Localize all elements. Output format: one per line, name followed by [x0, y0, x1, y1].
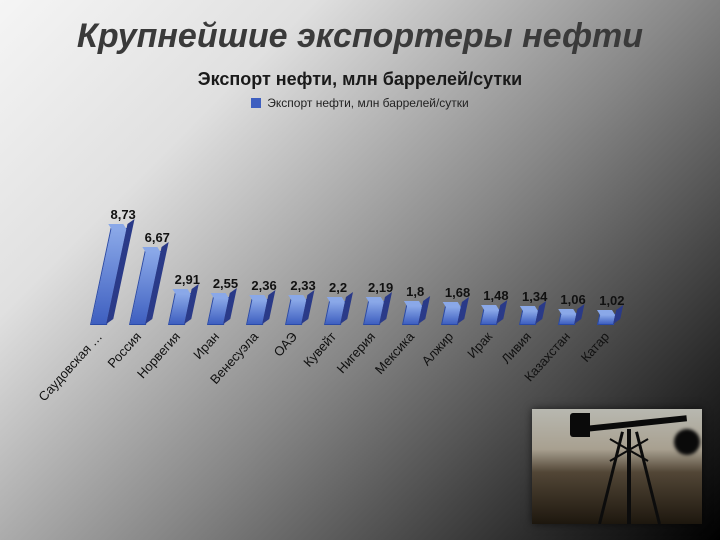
x-category-label: ОАЭ: [271, 329, 301, 360]
bar: 1,68: [441, 306, 462, 325]
bar: 6,67: [129, 251, 162, 325]
bar: 2,55: [207, 297, 230, 325]
bar: 2,2: [324, 301, 346, 325]
x-category-label: Катар: [578, 329, 612, 365]
bar: 1,06: [558, 313, 578, 325]
bar: 2,33: [285, 299, 307, 325]
x-category-label: Мексика: [372, 329, 417, 377]
x-category-label: Ливия: [498, 329, 534, 367]
bar: 1,34: [519, 310, 539, 325]
bar-value-label: 1,02: [599, 293, 649, 308]
bar-value-label: 6,67: [145, 230, 195, 245]
bar-chart: 8,736,672,912,552,362,332,22,191,81,681,…: [90, 205, 680, 385]
bar: 1,02: [597, 314, 616, 325]
bar: 2,91: [168, 293, 192, 325]
x-category-label: Алжир: [419, 329, 457, 368]
x-category-label: Иран: [190, 329, 222, 362]
legend-swatch: [251, 98, 261, 108]
chart-legend: Экспорт нефти, млн баррелей/сутки: [0, 96, 720, 110]
bar: 8,73: [90, 228, 128, 325]
x-category-label: Саудовская …: [35, 329, 105, 404]
chart-title: Экспорт нефти, млн баррелей/сутки: [0, 69, 720, 90]
bar: 1,48: [480, 309, 500, 325]
legend-label: Экспорт нефти, млн баррелей/сутки: [267, 96, 468, 110]
bars-container: 8,736,672,912,552,362,332,22,191,81,681,…: [90, 205, 676, 325]
x-category-label: Кувейт: [300, 329, 339, 370]
slide-title: Крупнейшие экспортеры нефти: [0, 0, 720, 55]
x-category-label: Ирак: [464, 329, 495, 361]
oil-pumpjack-photo: [532, 409, 702, 524]
x-category-label: Нигерия: [334, 329, 379, 376]
bar: 1,8: [402, 305, 423, 325]
bar: 2,19: [363, 301, 385, 325]
bar-value-label: 8,73: [110, 207, 160, 222]
bar: 2,36: [246, 299, 269, 325]
